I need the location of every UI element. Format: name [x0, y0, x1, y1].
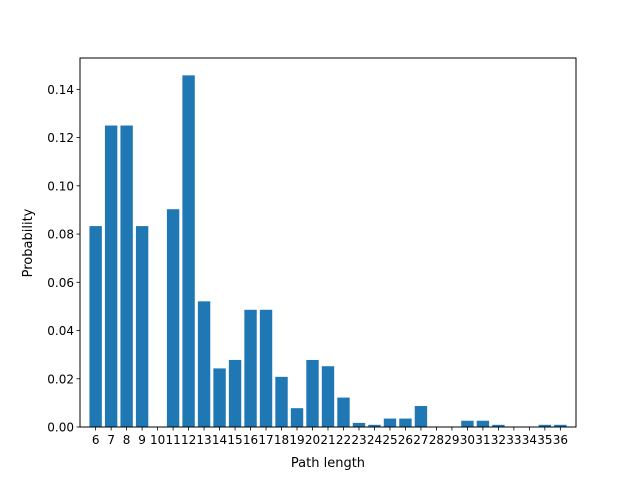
bar-31: [476, 420, 490, 427]
x-tick-label: 28: [429, 433, 444, 447]
x-tick-label: 35: [537, 433, 552, 447]
x-tick-label: 9: [138, 433, 146, 447]
x-tick-label: 10: [150, 433, 165, 447]
bar-30: [461, 420, 474, 427]
bar-32: [492, 424, 505, 427]
y-tick-label: 0.02: [47, 372, 74, 386]
bar-27: [414, 406, 428, 427]
x-tick-label: 22: [336, 433, 351, 447]
x-tick-label: 26: [398, 433, 413, 447]
x-tick-label: 17: [258, 433, 273, 447]
y-tick-label: 0.14: [47, 83, 74, 97]
x-tick-label: 31: [475, 433, 490, 447]
x-tick-label: 7: [107, 433, 115, 447]
bar-15: [228, 359, 242, 427]
y-tick-label: 0.06: [47, 276, 74, 290]
y-axis-ticks: 0.00 0.02 0.04 0.06 0.08 0.10 0.12 0.14: [47, 83, 80, 435]
x-tick-label: 21: [320, 433, 335, 447]
x-tick-label: 11: [165, 433, 180, 447]
x-tick-label: 6: [92, 433, 100, 447]
bar-26: [399, 418, 412, 427]
bar-12: [182, 75, 195, 428]
bar-21: [321, 366, 335, 427]
bar-36: [554, 424, 567, 427]
bar-20: [306, 359, 319, 427]
x-tick-label: 23: [351, 433, 366, 447]
bar-22: [337, 397, 350, 427]
bar-25: [383, 418, 397, 427]
x-tick-label: 30: [460, 433, 475, 447]
x-tick-label: 20: [305, 433, 320, 447]
bar-19: [290, 408, 304, 427]
y-tick-label: 0.10: [47, 179, 74, 193]
bar-13: [197, 301, 211, 427]
x-tick-label: 16: [243, 433, 258, 447]
x-tick-label: 15: [227, 433, 242, 447]
y-tick-label: 0.04: [47, 324, 74, 338]
bar-16: [244, 309, 257, 427]
x-tick-label: 24: [367, 433, 382, 447]
bar-18: [275, 376, 288, 427]
bar-6: [89, 226, 102, 427]
bar-9: [135, 226, 149, 427]
x-tick-label: 27: [413, 433, 428, 447]
x-tick-label: 25: [382, 433, 397, 447]
x-tick-label: 8: [123, 433, 131, 447]
bar-35: [538, 424, 552, 427]
x-tick-label: 19: [289, 433, 304, 447]
x-tick-label: 32: [491, 433, 506, 447]
x-tick-label: 36: [553, 433, 568, 447]
y-tick-label: 0.12: [47, 131, 74, 145]
bar-8: [120, 125, 133, 427]
bar-11: [166, 209, 180, 427]
bar-17: [259, 309, 273, 427]
y-tick-label: 0.00: [47, 421, 74, 435]
bar-24: [368, 424, 381, 427]
bar-14: [213, 368, 226, 427]
x-tick-label: 33: [506, 433, 521, 447]
x-tick-label: 18: [274, 433, 289, 447]
x-tick-label: 12: [181, 433, 196, 447]
y-axis-label: Probability: [21, 208, 36, 277]
y-tick-label: 0.08: [47, 228, 74, 242]
x-tick-label: 13: [196, 433, 211, 447]
x-tick-label: 29: [444, 433, 459, 447]
bar-7: [104, 125, 118, 427]
bars-group: [89, 75, 567, 428]
x-axis-label: Path length: [291, 456, 365, 471]
x-tick-label: 14: [212, 433, 227, 447]
bar-23: [352, 422, 366, 427]
x-axis-ticks: 6 7 8 9 10 11 12 13 14 15 16 17 18 19 20 21 22 23 24 25 26 27…: [92, 427, 568, 447]
x-tick-label: 34: [522, 433, 537, 447]
